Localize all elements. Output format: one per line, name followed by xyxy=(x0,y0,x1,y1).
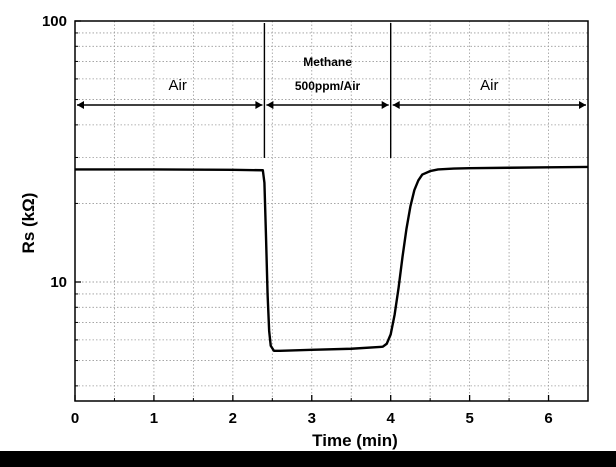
y-axis-title: Rs (kΩ) xyxy=(19,193,38,254)
x-tick-label: 4 xyxy=(387,410,396,427)
phase-methane-arrow-head-left xyxy=(266,101,274,109)
x-tick-label: 0 xyxy=(71,410,79,427)
x-axis-title: Time (min) xyxy=(312,431,398,450)
x-tick-label: 3 xyxy=(308,410,316,427)
bottom-black-bar xyxy=(0,451,616,467)
y-tick-label: 10 xyxy=(50,274,67,291)
phase-air-2-arrow-head-left xyxy=(392,101,400,109)
x-tick-label: 2 xyxy=(229,410,237,427)
x-tick-label: 6 xyxy=(544,410,552,427)
phase-methane-label-line1: Methane xyxy=(303,55,352,69)
phase-methane-arrow-head-right xyxy=(381,101,389,109)
marks xyxy=(75,23,589,352)
x-tick-label: 1 xyxy=(150,410,158,427)
phase-air-1-arrow-head-right xyxy=(255,101,263,109)
phase-air-2-label: Air xyxy=(480,77,498,94)
series-line-rs xyxy=(75,165,589,352)
phase-air-1-arrow-head-left xyxy=(77,101,84,109)
phase-air-2-arrow-head-right xyxy=(579,101,586,109)
grid xyxy=(75,21,588,401)
phase-air-1-label: Air xyxy=(169,77,187,94)
ticks: 0 1 2 3 4 5 6 10 100 xyxy=(42,13,553,427)
y-tick-label: 100 xyxy=(42,13,67,30)
phase-methane-label-line2: 500ppm/Air xyxy=(295,79,361,93)
x-tick-label: 5 xyxy=(465,410,473,427)
plot-frame xyxy=(74,20,589,402)
